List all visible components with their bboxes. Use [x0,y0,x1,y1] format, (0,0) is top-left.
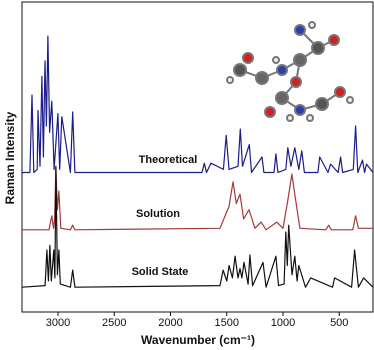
series-label: Solution [136,208,180,220]
x-tick-label: 3000 [46,317,70,329]
chart: Wavenumber (cm⁻¹) Raman Intensity 3000 25… [0,0,374,350]
x-tick-label: 1500 [215,317,239,329]
y-axis-label: Raman Intensity [3,111,17,204]
spectrum-line [22,168,373,230]
spectrum-line [22,166,373,287]
series-label: Solid State [132,266,189,278]
x-axis-label: Wavenumber (cm⁻¹) [141,333,255,347]
x-tick-label: 2500 [102,317,126,329]
x-tick-label: 2000 [158,317,182,329]
page: {"chart_data": {"type": "line", "x_label… [0,0,374,350]
x-tick-label: 500 [330,317,348,329]
x-tick-label: 1000 [271,317,295,329]
series-label: Theoretical [139,154,198,166]
molecule-illustration [227,22,353,121]
